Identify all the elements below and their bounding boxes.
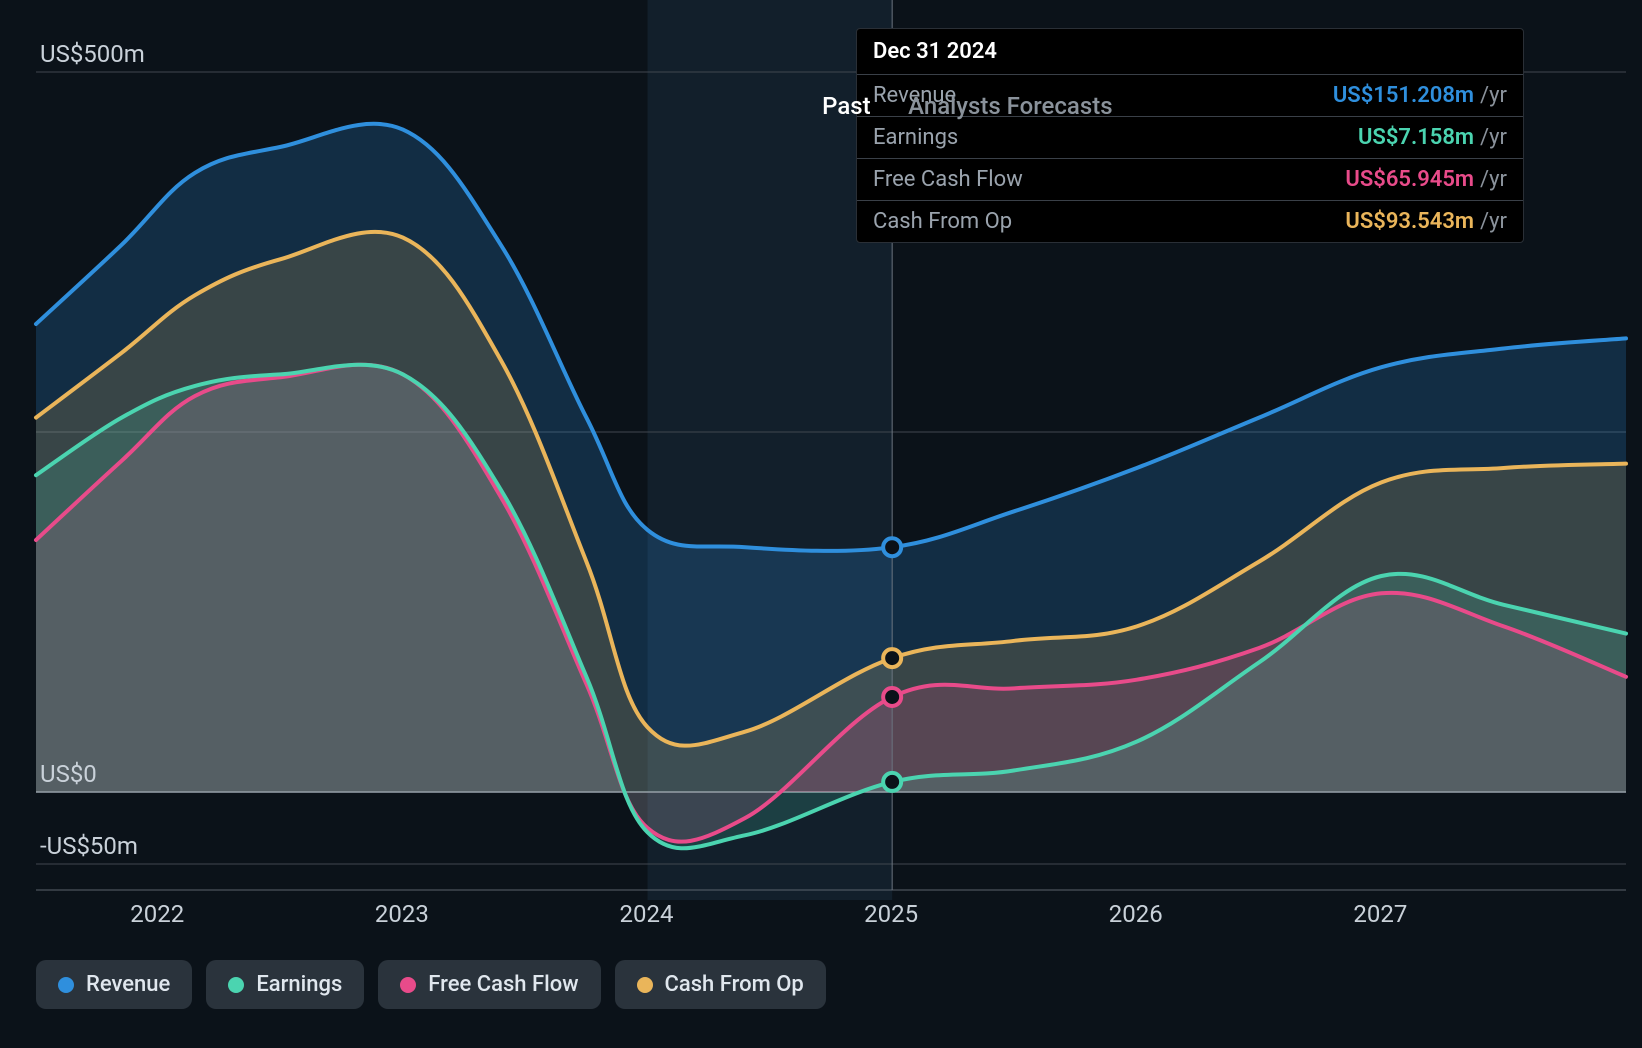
x-axis-label: 2025: [864, 900, 918, 928]
y-axis-label: -US$50m: [40, 832, 138, 860]
tooltip-row-value: US$151.208m/yr: [1333, 83, 1507, 108]
legend-item-revenue[interactable]: Revenue: [36, 960, 192, 1009]
tooltip-row-label: Earnings: [873, 125, 958, 150]
chart-legend: Revenue Earnings Free Cash Flow Cash From O…: [36, 960, 826, 1009]
tooltip-row-label: Cash From Op: [873, 209, 1012, 234]
legend-dot-icon: [637, 977, 653, 993]
legend-dot-icon: [228, 977, 244, 993]
legend-item-label: Cash From Op: [665, 972, 804, 997]
past-label: Past: [822, 92, 870, 120]
legend-item-free_cash_flow[interactable]: Free Cash Flow: [378, 960, 600, 1009]
marker-cash_from_op: [883, 649, 901, 667]
tooltip-row-value: US$65.945m/yr: [1345, 167, 1507, 192]
y-axis-label: US$0: [40, 760, 97, 788]
marker-free_cash_flow: [883, 688, 901, 706]
legend-dot-icon: [400, 977, 416, 993]
tooltip-row-value: US$7.158m/yr: [1358, 125, 1507, 150]
tooltip-row-value: US$93.543m/yr: [1345, 209, 1507, 234]
x-axis-label: 2023: [375, 900, 429, 928]
tooltip-row-label: Free Cash Flow: [873, 167, 1023, 192]
marker-earnings: [883, 773, 901, 791]
marker-revenue: [883, 538, 901, 556]
legend-item-label: Revenue: [86, 972, 170, 997]
x-axis-label: 2024: [620, 900, 674, 928]
x-axis-label: 2022: [130, 900, 184, 928]
tooltip-row: Cash From Op US$93.543m/yr: [857, 201, 1523, 242]
legend-item-label: Earnings: [256, 972, 342, 997]
tooltip-row: Free Cash Flow US$65.945m/yr: [857, 159, 1523, 201]
chart-tooltip: Dec 31 2024 RevenueUS$151.208m/yrEarning…: [856, 28, 1524, 243]
y-axis-label: US$500m: [40, 40, 145, 68]
x-axis-label: 2026: [1109, 900, 1163, 928]
financials-forecast-chart: Dec 31 2024 Revenue US$151.208m/yr Earning…: [0, 0, 1642, 1048]
tooltip-date: Dec 31 2024: [857, 29, 1523, 75]
legend-item-label: Free Cash Flow: [428, 972, 578, 997]
forecast-label: Analysts Forecasts: [908, 92, 1112, 120]
x-axis-label: 2027: [1353, 900, 1407, 928]
legend-item-cash_from_op[interactable]: Cash From Op: [615, 960, 826, 1009]
tooltip-row: Earnings US$7.158m/yr: [857, 117, 1523, 159]
legend-dot-icon: [58, 977, 74, 993]
legend-item-earnings[interactable]: Earnings: [206, 960, 364, 1009]
